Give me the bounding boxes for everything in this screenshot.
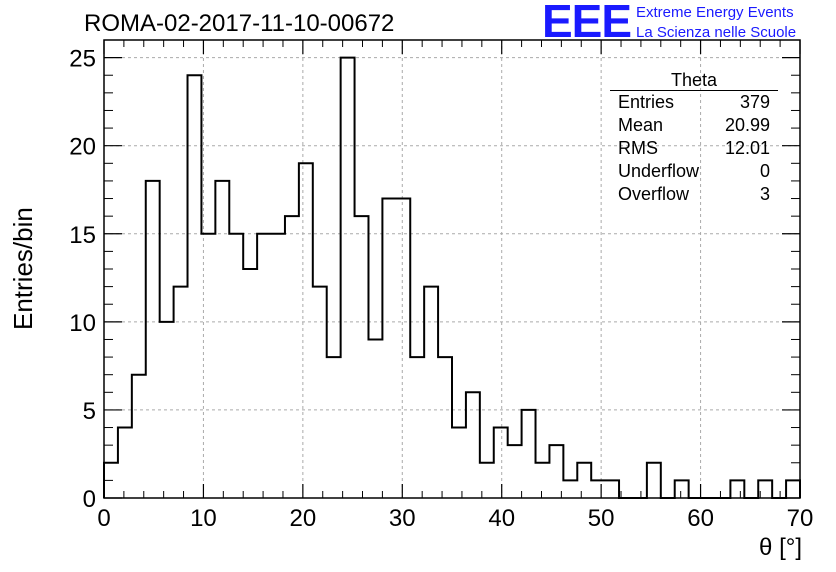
eee-logo-line1: Extreme Energy Events — [636, 4, 794, 21]
x-tick-label: 50 — [588, 505, 615, 532]
histogram-bin — [146, 181, 160, 498]
histogram-bin — [341, 58, 355, 498]
stats-row-rms: RMS 12.01 — [610, 137, 778, 160]
x-tick-label: 60 — [687, 505, 714, 532]
histogram-bin — [132, 375, 146, 498]
histogram-bin — [368, 339, 382, 498]
histogram-bin — [494, 428, 508, 498]
histogram-bin — [605, 480, 619, 498]
x-tick-label: 10 — [190, 505, 217, 532]
histogram-bin — [675, 480, 689, 498]
stats-row-mean: Mean 20.99 — [610, 114, 778, 137]
histogram-bin — [257, 234, 271, 498]
x-tick-labels: 0 10 20 30 40 50 60 70 — [97, 505, 813, 532]
y-tick-label: 25 — [69, 46, 96, 73]
histogram-bin — [174, 287, 188, 498]
histogram-bin — [382, 199, 396, 498]
stats-row-underflow: Underflow 0 — [610, 160, 778, 183]
histogram-bin — [536, 463, 550, 498]
stats-row-entries: Entries 379 — [610, 91, 778, 114]
histogram-bin — [549, 445, 563, 498]
stats-value: 12.01 — [724, 138, 770, 158]
stats-label: Entries — [618, 92, 675, 112]
stats-label: RMS — [618, 138, 658, 158]
histogram-bin — [271, 234, 285, 498]
x-tick-label: 40 — [488, 505, 515, 532]
histogram-bin — [313, 287, 327, 498]
stats-box: Theta Entries 379 Mean 20.99 RMS 12.01 U… — [610, 70, 778, 206]
histogram-bin — [355, 216, 369, 498]
histogram-bin — [424, 287, 438, 498]
eee-logo: EEE — [542, 0, 632, 47]
stats-row-overflow: Overflow 3 — [610, 183, 778, 206]
x-tick-label: 30 — [389, 505, 416, 532]
y-tick-label: 15 — [69, 222, 96, 249]
histogram-outline — [103, 56, 801, 499]
eee-logo-line2: La Scienza nelle Scuole — [636, 24, 797, 41]
stats-value: 3 — [759, 184, 770, 204]
histogram-bin — [327, 357, 341, 498]
histogram-bin — [299, 163, 313, 498]
histogram-bin — [591, 480, 605, 498]
y-tick-label: 10 — [69, 310, 96, 337]
histogram-bin — [508, 445, 522, 498]
chart-title: ROMA-02-2017-11-10-00672 — [84, 10, 395, 37]
stats-label: Overflow — [618, 184, 690, 204]
histogram-bin — [396, 199, 410, 498]
histogram-bin — [786, 480, 800, 498]
stats-label: Underflow — [618, 161, 700, 181]
histogram-bin — [285, 216, 299, 498]
stats-value: 20.99 — [724, 115, 770, 135]
y-tick-label: 20 — [69, 134, 96, 161]
axis-ticks — [103, 39, 801, 499]
histogram-bin — [229, 234, 243, 498]
histogram-bin — [466, 392, 480, 498]
histogram-bin — [577, 463, 591, 498]
x-tick-label: 0 — [97, 505, 110, 532]
stats-label: Mean — [618, 115, 664, 135]
x-tick-label: 70 — [787, 505, 814, 532]
stats-title: Theta — [610, 70, 778, 91]
y-tick-label: 0 — [83, 486, 96, 513]
histogram-bin — [730, 480, 744, 498]
histogram-bin — [563, 480, 577, 498]
histogram-bin — [243, 269, 257, 498]
x-tick-label: 20 — [290, 505, 317, 532]
y-tick-label: 5 — [83, 398, 96, 425]
stats-value: 0 — [759, 161, 770, 181]
histogram-bin — [188, 75, 202, 498]
histogram-bin — [647, 463, 661, 498]
histogram-bin — [410, 357, 424, 498]
stats-value: 379 — [739, 92, 770, 112]
histogram-bin — [522, 410, 536, 498]
y-axis-label: Entries/bin — [8, 207, 38, 330]
histogram-bin — [438, 357, 452, 498]
histogram-bin — [215, 181, 229, 498]
histogram-bin — [118, 428, 132, 498]
y-tick-labels: 0 5 10 15 20 25 — [69, 46, 96, 513]
x-axis-label: θ [°] — [759, 534, 802, 561]
histogram-bin — [452, 428, 466, 498]
